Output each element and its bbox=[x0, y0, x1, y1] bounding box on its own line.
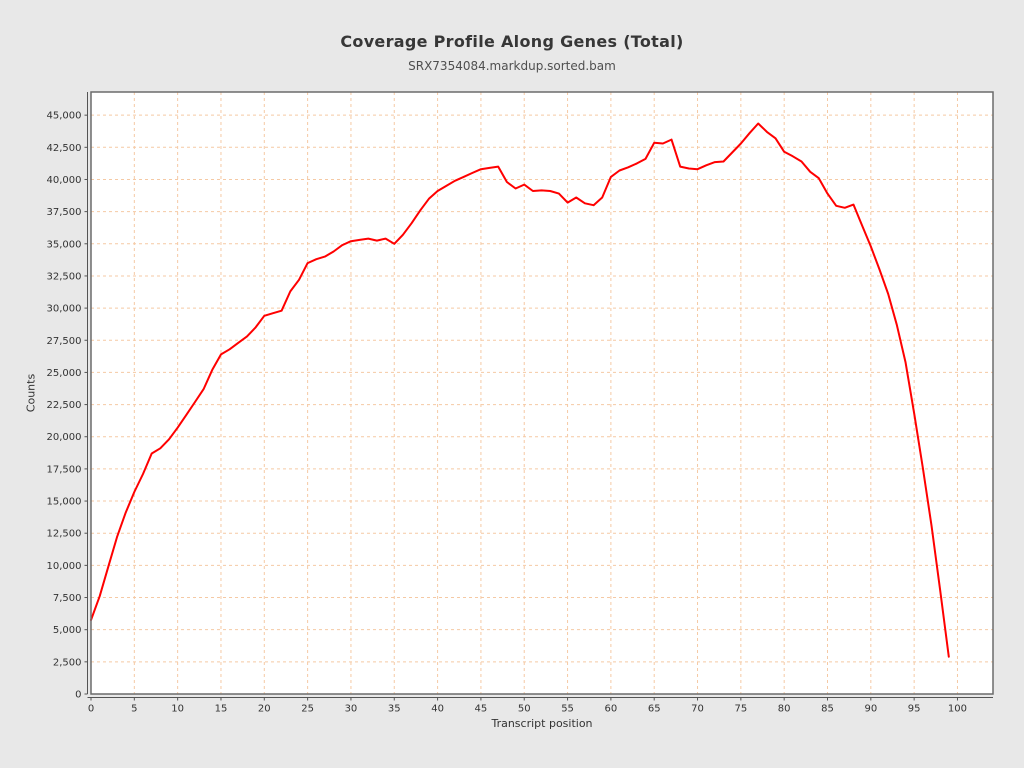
coverage-series-line bbox=[90, 122, 950, 658]
x-tick-label: 30 bbox=[345, 704, 358, 715]
x-tick-label: 5 bbox=[131, 704, 137, 715]
x-tick-label: 25 bbox=[301, 704, 314, 715]
y-tick-label: 5,000 bbox=[53, 625, 82, 636]
x-tick-label: 65 bbox=[648, 704, 661, 715]
x-tick-label: 20 bbox=[258, 704, 271, 715]
x-tick-label: 80 bbox=[778, 704, 791, 715]
y-tick-label: 22,500 bbox=[47, 400, 82, 411]
y-tick-label: 45,000 bbox=[47, 111, 82, 122]
y-tick-label: 12,500 bbox=[47, 529, 82, 540]
x-tick-label: 55 bbox=[561, 704, 574, 715]
x-tick-label: 100 bbox=[948, 704, 967, 715]
y-tick-label: 17,500 bbox=[47, 464, 82, 475]
x-tick-label: 70 bbox=[691, 704, 704, 715]
y-tick-label: 15,000 bbox=[47, 497, 82, 508]
x-tick-label: 60 bbox=[605, 704, 618, 715]
x-tick-label: 40 bbox=[431, 704, 444, 715]
x-tick-label: 95 bbox=[908, 704, 921, 715]
x-tick-label: 75 bbox=[734, 704, 747, 715]
y-tick-label: 40,000 bbox=[47, 175, 82, 186]
x-tick-label: 15 bbox=[215, 704, 228, 715]
x-tick-label: 10 bbox=[171, 704, 184, 715]
chart-title: Coverage Profile Along Genes (Total) bbox=[340, 32, 684, 51]
y-tick-label: 30,000 bbox=[47, 304, 82, 315]
y-tick-label: 25,000 bbox=[47, 368, 82, 379]
y-tick-label: 32,500 bbox=[47, 271, 82, 282]
y-tick-label: 7,500 bbox=[53, 593, 82, 604]
x-tick-label: 50 bbox=[518, 704, 531, 715]
y-tick-label: 35,000 bbox=[47, 239, 82, 250]
plot-area bbox=[91, 92, 993, 694]
y-axis-title: Counts bbox=[24, 373, 38, 413]
y-tick-label: 20,000 bbox=[47, 432, 82, 443]
x-tick-label: 85 bbox=[821, 704, 834, 715]
y-tick-label: 27,500 bbox=[47, 336, 82, 347]
y-tick-label: 37,500 bbox=[47, 207, 82, 218]
y-tick-label: 10,000 bbox=[47, 561, 82, 572]
x-tick-label: 90 bbox=[864, 704, 877, 715]
y-tick-label: 2,500 bbox=[53, 657, 82, 668]
plot-border bbox=[90, 91, 994, 695]
chart-subtitle: SRX7354084.markdup.sorted.bam bbox=[408, 59, 616, 73]
x-tick-label: 35 bbox=[388, 704, 401, 715]
y-tick-label: 42,500 bbox=[47, 143, 82, 154]
x-axis-title: Transcript position bbox=[491, 717, 593, 730]
x-tick-label: 45 bbox=[475, 704, 488, 715]
x-tick-label: 0 bbox=[88, 704, 94, 715]
y-tick-label: 0 bbox=[75, 690, 81, 701]
